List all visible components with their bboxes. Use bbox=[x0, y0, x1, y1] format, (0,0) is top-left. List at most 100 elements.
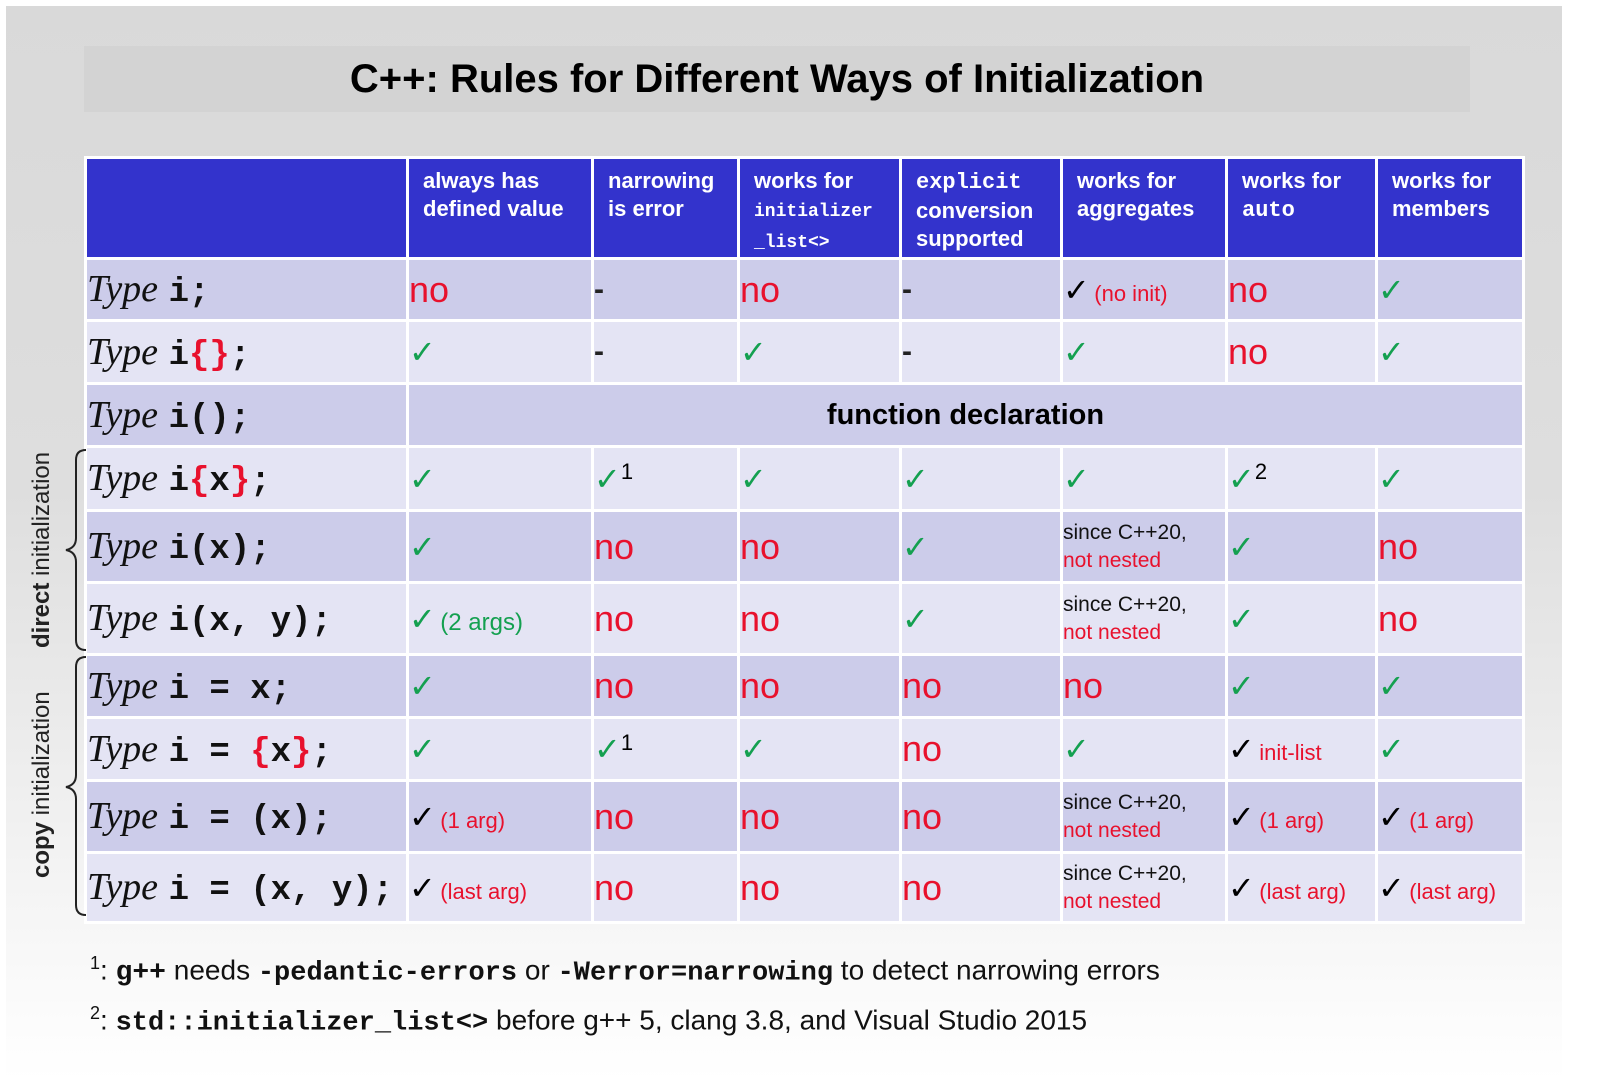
check-icon: ✓ bbox=[1063, 730, 1090, 768]
no-cell: no bbox=[591, 509, 740, 584]
check-icon: ✓ bbox=[1228, 459, 1255, 498]
code-prefix: i bbox=[168, 274, 190, 312]
footnote-text: to detect narrowing errors bbox=[833, 954, 1160, 986]
no-cell: no bbox=[737, 779, 902, 854]
table-row: Type i = (x); ✓ (1 arg) no no no since C++20,… bbox=[84, 779, 1525, 854]
type-keyword: Type bbox=[87, 525, 159, 567]
table-row: Type i; no - no - ✓ (no init) no ✓ bbox=[84, 257, 1525, 322]
code-arg: x bbox=[270, 733, 292, 772]
check-cell: ✓ bbox=[406, 509, 594, 584]
footnote-1: 1: g++ needs -pedantic-errors or -Werror… bbox=[90, 953, 1160, 988]
no-cell: no bbox=[737, 653, 902, 719]
check-icon: ✓ bbox=[1378, 868, 1405, 907]
table-row: Type i{x}; ✓ ✓1 ✓ ✓ ✓ ✓2 ✓ bbox=[84, 445, 1525, 512]
check-icon: ✓ bbox=[1228, 797, 1255, 836]
check-cell: ✓ bbox=[899, 581, 1063, 656]
code-prefix: i bbox=[168, 336, 190, 375]
no-cell: no bbox=[591, 779, 740, 854]
check-cell: ✓ bbox=[737, 716, 902, 782]
footnote-text: : bbox=[100, 954, 116, 986]
col-header-auto: works for auto bbox=[1225, 156, 1378, 260]
no-cell: no bbox=[737, 509, 902, 584]
type-keyword: Type bbox=[87, 795, 159, 837]
check-icon: ✓ bbox=[1228, 730, 1255, 768]
check-cell: ✓ (1 arg) bbox=[1225, 779, 1378, 854]
table-row: Type i = x; ✓ no no no no ✓ ✓ bbox=[84, 653, 1525, 719]
header-corner bbox=[84, 156, 409, 260]
type-keyword: Type bbox=[87, 330, 159, 373]
check-icon: ✓ bbox=[594, 730, 621, 768]
no-cell: no bbox=[899, 653, 1063, 719]
code-prefix: i(); bbox=[168, 399, 251, 438]
code-prefix: i = (x); bbox=[168, 801, 332, 839]
check-cell: ✓ bbox=[899, 445, 1063, 512]
row-label: Type i = {x}; bbox=[84, 716, 409, 782]
footnote-mark: 2 bbox=[90, 1003, 101, 1023]
check-icon: ✓ bbox=[409, 868, 436, 907]
check-icon: ✓ bbox=[902, 599, 929, 638]
row-label: Type i = x; bbox=[84, 653, 409, 719]
check-cell: ✓ bbox=[1060, 445, 1228, 512]
row-label: Type i{}; bbox=[84, 319, 409, 385]
check-cell: ✓ (no init) bbox=[1060, 257, 1228, 322]
check-cell: ✓ bbox=[406, 653, 594, 719]
footnote-text: before g++ 5, clang 3.8, and Visual Stud… bbox=[488, 1004, 1088, 1036]
check-cell: ✓ bbox=[737, 319, 902, 385]
footnote-text: std::initializer_list<> bbox=[115, 1008, 489, 1039]
no-cell: no bbox=[1375, 581, 1525, 656]
footnote-ref: 1 bbox=[620, 729, 634, 755]
brace-open: { bbox=[250, 733, 271, 772]
check-icon: ✓ bbox=[409, 459, 436, 498]
row-label: Type i(x); bbox=[84, 509, 409, 584]
no-cell: no bbox=[737, 581, 902, 656]
check-cell: ✓ bbox=[1375, 445, 1525, 512]
check-icon: ✓ bbox=[1228, 667, 1255, 705]
check-cell: ✓ (last arg) bbox=[1375, 851, 1525, 924]
check-cell: ✓ init-list bbox=[1225, 716, 1378, 782]
check-icon: ✓ bbox=[409, 333, 436, 371]
check-icon: ✓ bbox=[409, 667, 436, 705]
brace-close: } bbox=[229, 463, 251, 501]
check-icon: ✓ bbox=[1063, 270, 1090, 309]
col-header-explicit-conversion: explicit conversion supported bbox=[899, 156, 1063, 260]
group-label-direct: direct initialization bbox=[28, 451, 55, 648]
check-cell: ✓1 bbox=[591, 716, 740, 782]
check-icon: ✓ bbox=[409, 527, 436, 566]
check-cell: ✓ (last arg) bbox=[406, 851, 594, 924]
check-icon: ✓ bbox=[1378, 730, 1405, 768]
no-cell: no bbox=[1225, 319, 1378, 385]
check-icon: ✓ bbox=[902, 459, 929, 498]
code-prefix: i(x, y); bbox=[168, 603, 332, 641]
check-icon: ✓ bbox=[594, 459, 621, 498]
no-cell: no bbox=[737, 851, 902, 924]
type-keyword: Type bbox=[87, 393, 159, 436]
footnote-text: g++ bbox=[115, 957, 166, 989]
check-icon: ✓ bbox=[1063, 333, 1090, 371]
type-keyword: Type bbox=[87, 597, 159, 639]
code-suffix: ; bbox=[189, 274, 210, 312]
table-row: Type i{}; ✓ - ✓ - ✓ no ✓ bbox=[84, 319, 1525, 385]
initialization-rules-table: always has defined value narrowing is erro… bbox=[84, 156, 1525, 924]
check-icon: ✓ bbox=[1378, 667, 1405, 705]
code-arg: x bbox=[209, 463, 230, 501]
brace-open: { bbox=[189, 463, 210, 501]
check-cell: ✓ bbox=[1375, 319, 1525, 385]
title-bar: C++: Rules for Different Ways of Initial… bbox=[84, 46, 1470, 112]
check-icon: ✓ bbox=[1378, 459, 1405, 498]
na-cell: - bbox=[591, 319, 740, 385]
check-icon: ✓ bbox=[740, 333, 767, 371]
footnote-text: -pedantic-errors bbox=[257, 958, 518, 989]
no-cell: no bbox=[899, 851, 1063, 924]
code-prefix: i bbox=[168, 463, 190, 501]
row-label: Type i(); bbox=[84, 382, 409, 448]
na-cell: - bbox=[899, 319, 1063, 385]
type-keyword: Type bbox=[87, 866, 159, 908]
check-cell: ✓ bbox=[406, 445, 594, 512]
no-cell: no bbox=[1060, 653, 1228, 719]
check-icon: ✓ bbox=[1228, 868, 1255, 907]
brace-direct-icon bbox=[65, 449, 87, 651]
since-cpp20-cell: since C++20, not nested bbox=[1060, 509, 1228, 584]
no-cell: no bbox=[737, 257, 902, 322]
check-cell: ✓1 bbox=[591, 445, 740, 512]
footnote-text: needs bbox=[166, 954, 258, 986]
